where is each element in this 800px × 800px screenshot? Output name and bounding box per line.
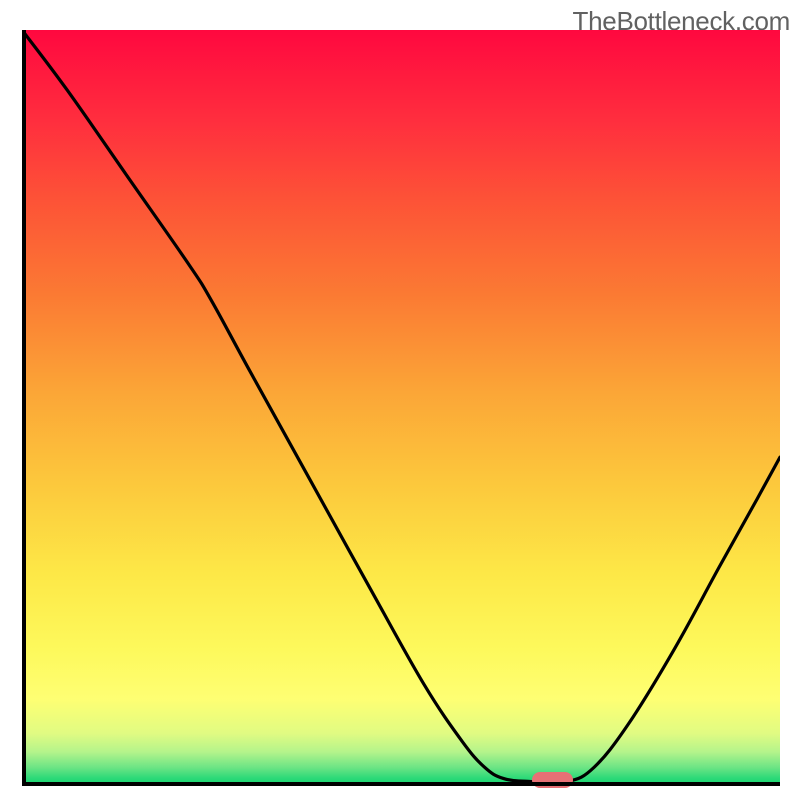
bottleneck-curve	[22, 30, 780, 786]
bottleneck-chart: TheBottleneck.com	[0, 0, 800, 800]
optimal-marker	[532, 772, 574, 787]
plot-area	[22, 30, 780, 786]
